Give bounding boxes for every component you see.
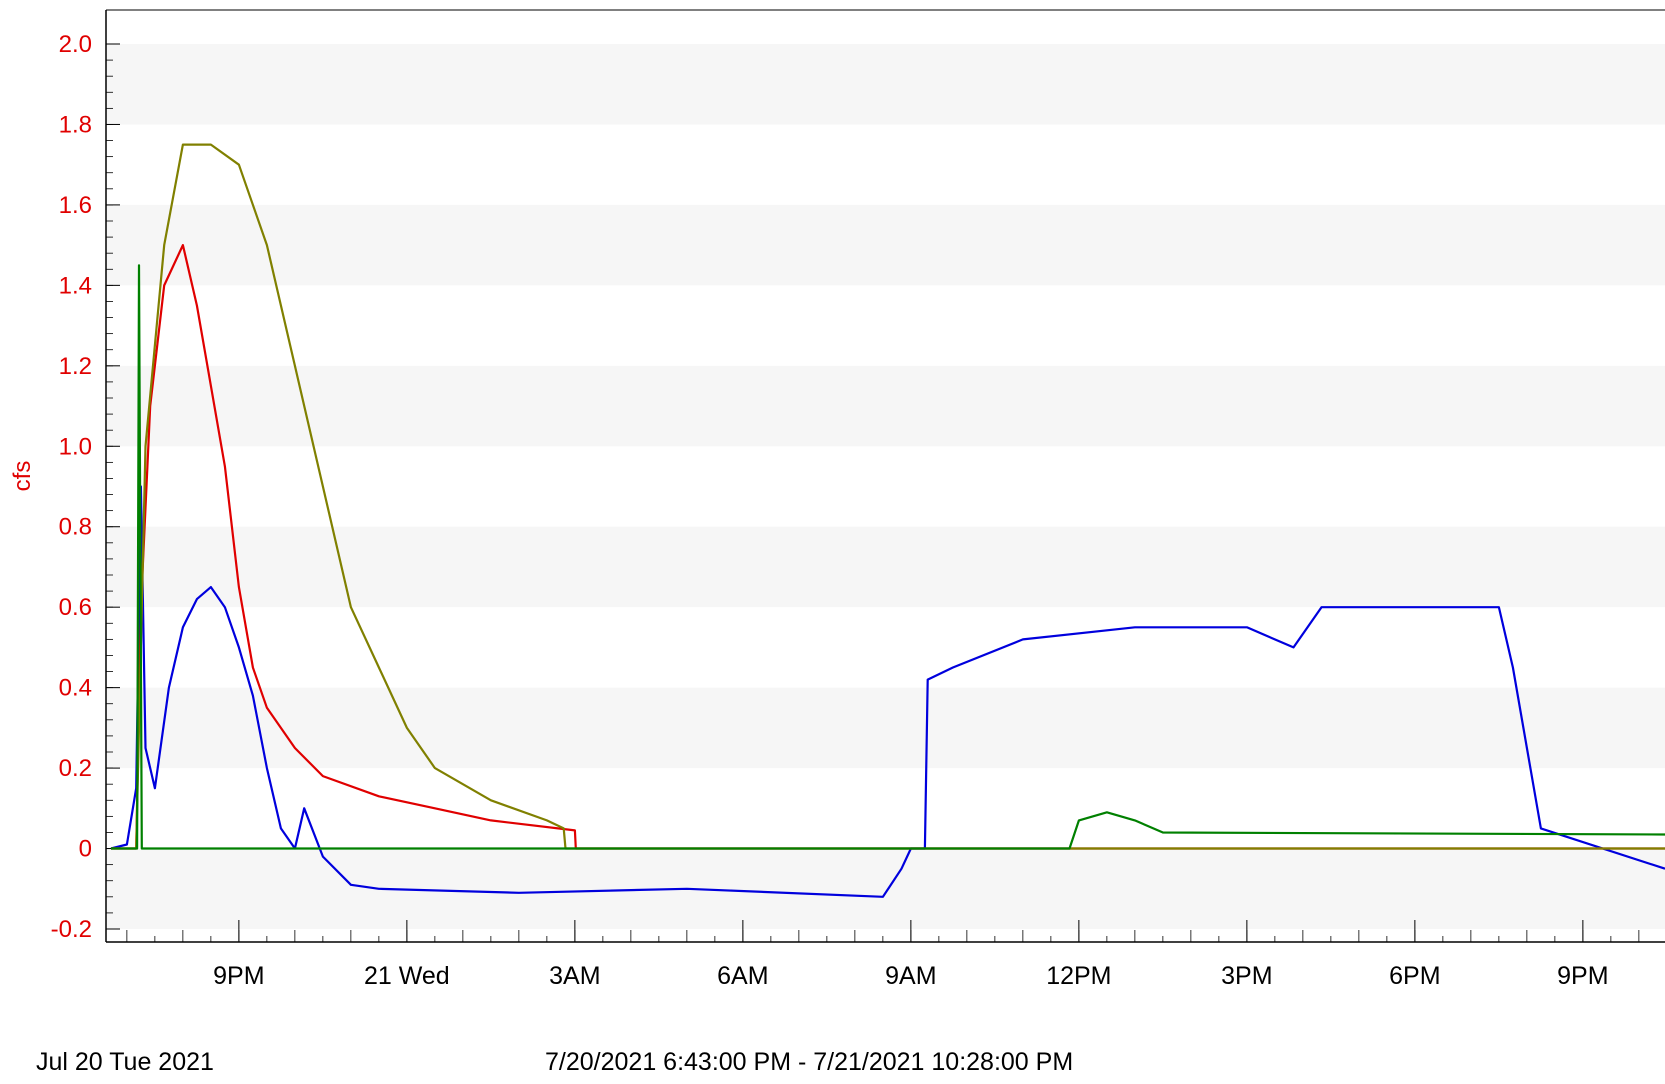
x-tick-label: 21 Wed: [364, 962, 450, 990]
y-tick-label: 0: [79, 836, 92, 863]
x-tick-label: 6AM: [717, 962, 768, 990]
x-tick-label: 3AM: [549, 962, 600, 990]
axes: [105, 9, 1665, 943]
date-label: Jul 20 Tue 2021: [36, 1048, 214, 1076]
grid-band: [106, 848, 1665, 929]
grid-band: [106, 44, 1665, 125]
y-tick-label: -0.2: [51, 916, 92, 943]
y-tick-label: 2.0: [59, 31, 92, 58]
x-tick-label: 9PM: [1557, 962, 1608, 990]
grid-band: [106, 204, 1665, 286]
y-tick-label: 1.2: [59, 353, 92, 380]
y-tick-label: 1.0: [59, 433, 92, 460]
x-ticks: 9PM 21 Wed 3AM 6AM 9AM 12PM 3PM 6PM 9PM: [126, 920, 1640, 990]
grid-band: [106, 526, 1665, 608]
x-tick-label: 6PM: [1389, 962, 1440, 990]
y-ticks: -0.2 0 0.2 0.4 0.6 0.8 1.0 1.2 1.4 1.6 1.8 2.0: [51, 31, 120, 943]
x-tick-label: 9PM: [213, 962, 264, 990]
grid-band: [106, 687, 1665, 769]
series-line-3: [111, 143, 1665, 850]
series-line-4: [111, 264, 1665, 850]
y-tick-label: 0.4: [59, 675, 92, 702]
series-line-1: [110, 485, 1665, 898]
y-tick-label: 1.6: [59, 192, 92, 219]
series-line-2: [111, 244, 1665, 850]
x-tick-label: 12PM: [1046, 962, 1111, 990]
grid-band: [106, 365, 1665, 447]
y-tick-label: 1.4: [59, 272, 92, 299]
y-axis-label: cfs: [9, 461, 36, 492]
x-tick-label: 9AM: [885, 962, 936, 990]
range-label: 7/20/2021 6:43:00 PM - 7/21/2021 10:28:0…: [545, 1048, 1073, 1076]
series-lines: [110, 143, 1665, 898]
x-tick-label: 3PM: [1221, 962, 1272, 990]
grid-bands: [106, 44, 1665, 929]
y-tick-label: 1.8: [59, 111, 92, 138]
y-tick-label: 0.6: [59, 594, 92, 621]
y-tick-label: 0.2: [59, 755, 92, 782]
y-tick-label: 0.8: [59, 514, 92, 541]
